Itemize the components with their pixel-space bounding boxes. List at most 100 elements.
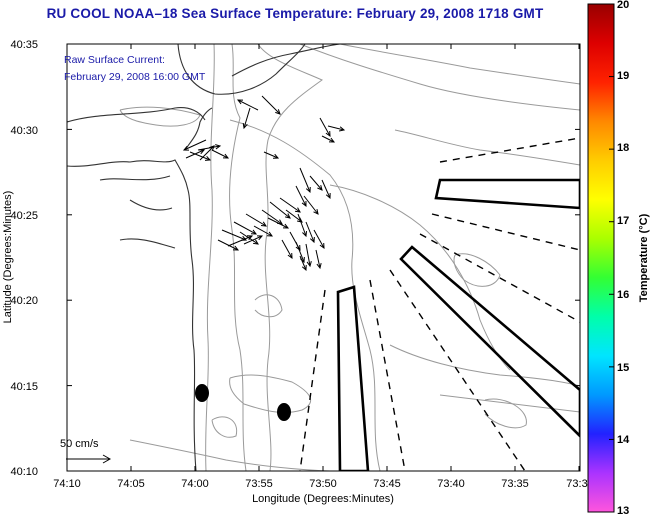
- x-tick-label: 74:10: [53, 478, 81, 490]
- contour-line: [439, 394, 580, 413]
- current-vector: [309, 175, 323, 191]
- contour-line: [257, 44, 323, 471]
- current-vector-head: [295, 244, 301, 252]
- x-tick-label: 74:05: [117, 478, 145, 490]
- x-tick-labels: 74:10 74:05 74:00 73:55 73:50 73:45 73:4…: [53, 478, 587, 490]
- annotation-line2: February 29, 2008 16:00 GMT: [64, 71, 206, 83]
- current-vector: [267, 217, 289, 229]
- current-vector-head: [325, 130, 331, 138]
- current-vector: [253, 225, 273, 237]
- x-tick-label: 73:45: [373, 478, 401, 490]
- dashed-line: [419, 233, 580, 323]
- current-vector-head: [285, 213, 291, 219]
- scale-label: 50 cm/s: [60, 438, 99, 450]
- contour-line: [329, 184, 511, 371]
- current-vector: [261, 95, 281, 115]
- current-vector-head: [294, 207, 301, 213]
- current-vector-head: [232, 245, 240, 251]
- current-vector: [305, 243, 311, 267]
- x-tick-label: 73:40: [437, 478, 465, 490]
- contour-line: [229, 119, 381, 471]
- current-vector-head: [309, 236, 315, 244]
- lane-separators: [299, 137, 580, 471]
- contour-line: [229, 374, 312, 413]
- colorbar-ticks: [609, 3, 614, 513]
- current-vector-head: [287, 252, 293, 260]
- coastline: [67, 44, 341, 471]
- current-vector: [189, 151, 211, 161]
- current-vector: [199, 145, 215, 161]
- contour-line: [119, 106, 201, 127]
- y-tick-labels: 40:35 40:30 40:25 40:20 40:15 40:10: [10, 39, 38, 478]
- colorbar-tick-label: 16: [617, 289, 629, 301]
- annotation-line1: Raw Surface Current:: [64, 54, 165, 66]
- current-vector: [211, 149, 229, 159]
- current-vector: [303, 195, 319, 215]
- contour-line: [129, 439, 331, 471]
- axis-ticks: [66, 43, 580, 472]
- current-vector-head: [222, 153, 230, 159]
- contour-line: [484, 398, 527, 429]
- bathymetry-contours: [119, 44, 580, 471]
- current-vector: [315, 249, 321, 269]
- x-tick-label: 73:50: [309, 478, 337, 490]
- contour-line: [205, 44, 215, 471]
- current-vector-head: [236, 99, 244, 105]
- current-vector-head: [275, 109, 281, 115]
- current-vector-head: [282, 223, 290, 229]
- current-vector: [321, 179, 331, 199]
- coastline-ny: [231, 44, 341, 77]
- buoy-marker: [195, 384, 209, 402]
- current-vector-head: [339, 126, 346, 132]
- current-vector-head: [182, 145, 190, 151]
- colorbar-label: Temperature (°C): [638, 213, 650, 302]
- current-vector-head: [250, 229, 258, 235]
- colorbar-tick-label: 13: [617, 505, 629, 517]
- dashed-line: [439, 137, 580, 163]
- current-vector: [295, 185, 307, 207]
- coastline-nj: [67, 159, 197, 471]
- contour-line: [299, 44, 580, 111]
- current-vector: [217, 239, 239, 251]
- current-vector: [327, 125, 345, 131]
- colorbar-bar: [587, 3, 615, 513]
- coastline-staten: [177, 44, 306, 95]
- current-vector: [319, 117, 331, 137]
- current-vectors: [182, 95, 346, 272]
- dashed-line: [299, 289, 326, 471]
- x-tick-label: 73:3: [566, 478, 587, 490]
- current-vector-head: [319, 242, 325, 250]
- plot-frame: [66, 43, 581, 472]
- current-vector: [221, 229, 247, 241]
- current-vector-head: [209, 145, 215, 151]
- current-vector: [183, 139, 207, 151]
- shipping-lanes: [336, 178, 580, 471]
- current-vector-head: [306, 261, 312, 268]
- colorbar-tick-label: 19: [617, 70, 629, 82]
- current-vector: [227, 235, 253, 247]
- current-vector-head: [301, 264, 307, 272]
- lane-east: [434, 178, 580, 210]
- current-vector-head: [246, 235, 254, 241]
- shrewsbury: [119, 199, 176, 249]
- current-vector-head: [215, 144, 222, 150]
- current-vector: [243, 235, 263, 245]
- current-vector-head: [316, 263, 322, 270]
- current-vector-head: [260, 221, 267, 227]
- current-vector: [279, 197, 301, 213]
- contour-line: [254, 294, 283, 318]
- current-vector: [269, 201, 291, 219]
- contour-line: [389, 344, 580, 387]
- coastline-raritan: [67, 107, 206, 123]
- current-vector: [299, 167, 311, 193]
- dashed-line: [431, 213, 580, 251]
- current-vector: [285, 209, 303, 223]
- y-tick-label: 40:10: [10, 466, 38, 478]
- current-vector: [305, 221, 315, 243]
- current-vector-head: [252, 239, 259, 245]
- current-vector: [237, 99, 259, 111]
- contour-line: [394, 129, 580, 166]
- current-vector-head: [266, 231, 274, 237]
- current-vector: [295, 241, 305, 263]
